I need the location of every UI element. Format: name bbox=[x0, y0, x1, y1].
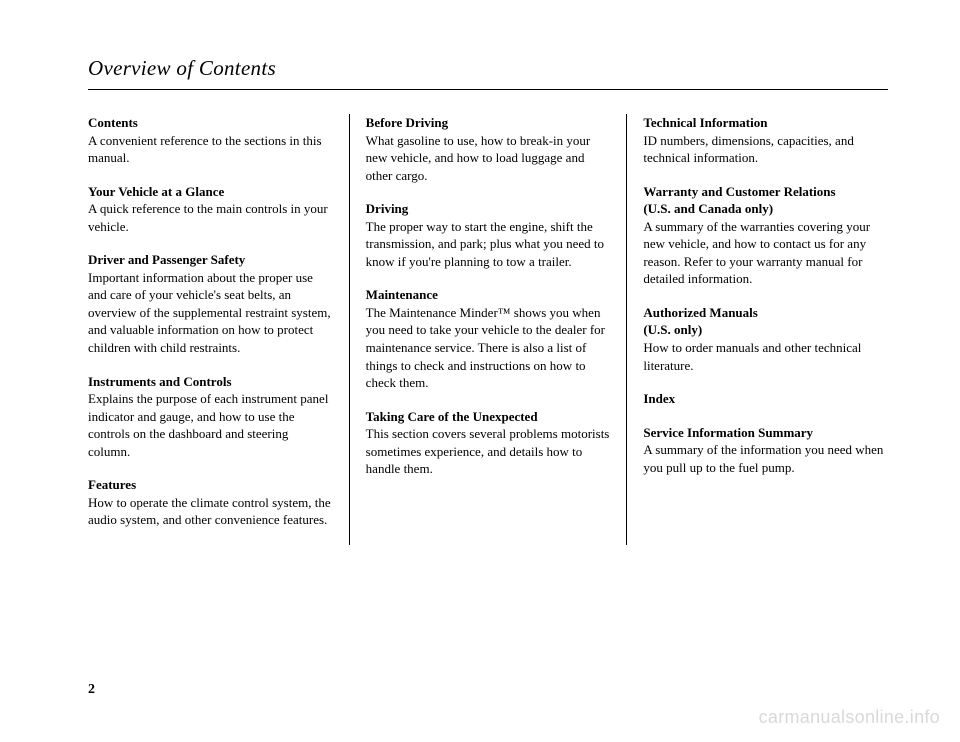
page-number: 2 bbox=[88, 682, 95, 698]
section-maintenance: Maintenance The Maintenance Minder™ show… bbox=[366, 286, 611, 391]
section-title: Driving bbox=[366, 200, 611, 218]
section-body: The proper way to start the engine, shif… bbox=[366, 218, 611, 271]
section-warranty: Warranty and Customer Relations (U.S. an… bbox=[643, 183, 888, 288]
section-title: Authorized Manuals bbox=[643, 304, 888, 322]
section-driving: Driving The proper way to start the engi… bbox=[366, 200, 611, 270]
section-title: Driver and Passenger Safety bbox=[88, 251, 333, 269]
section-subtitle: (U.S. only) bbox=[643, 321, 888, 339]
title-rule bbox=[88, 89, 888, 90]
section-body: Important information about the proper u… bbox=[88, 269, 333, 357]
section-title: Maintenance bbox=[366, 286, 611, 304]
section-subtitle: (U.S. and Canada only) bbox=[643, 200, 888, 218]
section-body: How to order manuals and other technical… bbox=[643, 339, 888, 374]
section-service-summary: Service Information Summary A summary of… bbox=[643, 424, 888, 477]
section-body: A convenient reference to the sections i… bbox=[88, 132, 333, 167]
section-title: Instruments and Controls bbox=[88, 373, 333, 391]
page-title: Overview of Contents bbox=[88, 56, 888, 81]
section-body: How to operate the climate control syste… bbox=[88, 494, 333, 529]
column-2: Before Driving What gasoline to use, how… bbox=[349, 114, 627, 545]
section-title: Features bbox=[88, 476, 333, 494]
column-1: Contents A convenient reference to the s… bbox=[88, 114, 349, 545]
section-body: This section covers several problems mot… bbox=[366, 425, 611, 478]
section-contents: Contents A convenient reference to the s… bbox=[88, 114, 333, 167]
section-title: Contents bbox=[88, 114, 333, 132]
section-safety: Driver and Passenger Safety Important in… bbox=[88, 251, 333, 356]
section-body: A summary of the information you need wh… bbox=[643, 441, 888, 476]
section-body: What gasoline to use, how to break-in yo… bbox=[366, 132, 611, 185]
section-features: Features How to operate the climate cont… bbox=[88, 476, 333, 529]
section-before-driving: Before Driving What gasoline to use, how… bbox=[366, 114, 611, 184]
section-body: A quick reference to the main controls i… bbox=[88, 200, 333, 235]
section-instruments: Instruments and Controls Explains the pu… bbox=[88, 373, 333, 461]
section-title: Warranty and Customer Relations bbox=[643, 183, 888, 201]
section-title: Taking Care of the Unexpected bbox=[366, 408, 611, 426]
watermark-text: carmanualsonline.info bbox=[759, 707, 940, 728]
section-body: The Maintenance Minder™ shows you when y… bbox=[366, 304, 611, 392]
manual-page: Overview of Contents Contents A convenie… bbox=[0, 0, 960, 742]
section-title: Your Vehicle at a Glance bbox=[88, 183, 333, 201]
section-title: Before Driving bbox=[366, 114, 611, 132]
section-title: Index bbox=[643, 390, 888, 408]
section-unexpected: Taking Care of the Unexpected This secti… bbox=[366, 408, 611, 478]
content-columns: Contents A convenient reference to the s… bbox=[88, 114, 888, 545]
section-body: A summary of the warranties covering you… bbox=[643, 218, 888, 288]
section-title: Technical Information bbox=[643, 114, 888, 132]
section-authorized-manuals: Authorized Manuals (U.S. only) How to or… bbox=[643, 304, 888, 374]
section-body: ID numbers, dimensions, capacities, and … bbox=[643, 132, 888, 167]
section-vehicle-glance: Your Vehicle at a Glance A quick referen… bbox=[88, 183, 333, 236]
column-3: Technical Information ID numbers, dimens… bbox=[626, 114, 888, 545]
section-index: Index bbox=[643, 390, 888, 408]
section-body: Explains the purpose of each instrument … bbox=[88, 390, 333, 460]
section-title: Service Information Summary bbox=[643, 424, 888, 442]
section-technical-info: Technical Information ID numbers, dimens… bbox=[643, 114, 888, 167]
